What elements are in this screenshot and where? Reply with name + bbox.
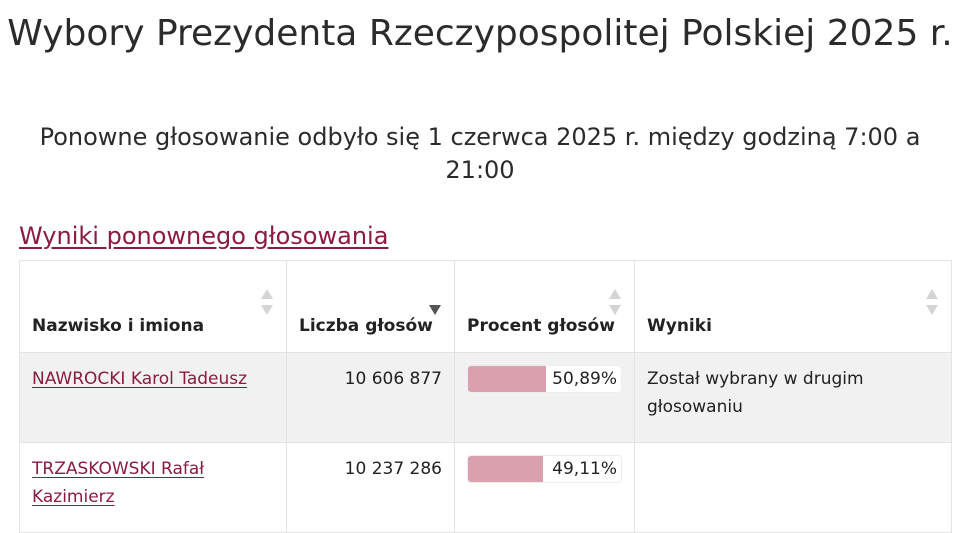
cell-name: NAWROCKI Karol Tadeusz <box>19 352 287 443</box>
table-row: TRZASKOWSKI Rafał Kazimierz 10 237 286 4… <box>19 442 952 533</box>
column-header-percent-label: Procent głosów <box>467 316 615 336</box>
page-subtitle: Ponowne głosowanie odbyło się 1 czerwca … <box>39 123 921 184</box>
sort-icon <box>926 289 938 315</box>
candidate-link[interactable]: NAWROCKI Karol Tadeusz <box>32 369 248 389</box>
column-header-name-label: Nazwisko i imiona <box>32 316 205 336</box>
column-header-votes-label: Liczba głosów <box>299 316 433 336</box>
candidate-link[interactable]: TRZASKOWSKI Rafał Kazimierz <box>32 459 205 507</box>
sort-icon <box>261 289 273 315</box>
column-header-result-label: Wyniki <box>647 316 712 336</box>
column-header-name[interactable]: Nazwisko i imiona <box>19 260 287 353</box>
results-table: Nazwisko i imiona Liczba głosów Procent … <box>19 260 952 533</box>
table-header-row: Nazwisko i imiona Liczba głosów Procent … <box>19 260 952 353</box>
percent-label: 50,89% <box>546 366 617 392</box>
cell-name: TRZASKOWSKI Rafał Kazimierz <box>19 442 287 533</box>
column-header-votes[interactable]: Liczba głosów <box>286 260 455 353</box>
sort-icon <box>609 289 621 315</box>
column-header-result[interactable]: Wyniki <box>634 260 952 353</box>
percent-bar-fill <box>468 456 544 482</box>
percent-bar: 49,11% <box>467 455 622 483</box>
percent-bar: 50,89% <box>467 365 622 393</box>
section-results-link[interactable]: Wyniki ponownego głosowania <box>19 222 389 250</box>
cell-result <box>634 442 952 533</box>
cell-votes: 10 606 877 <box>286 352 455 443</box>
percent-bar-fill <box>468 366 546 392</box>
cell-percent: 50,89% <box>454 352 635 443</box>
table-row: NAWROCKI Karol Tadeusz 10 606 877 50,89%… <box>19 352 952 443</box>
cell-votes: 10 237 286 <box>286 442 455 533</box>
column-header-percent[interactable]: Procent głosów <box>454 260 635 353</box>
percent-label: 49,11% <box>546 456 617 482</box>
sort-descending-icon <box>429 289 441 315</box>
cell-result: Został wybrany w drugim głosowaniu <box>634 352 952 443</box>
page-title: Wybory Prezydenta Rzeczypospolitej Polsk… <box>7 13 953 54</box>
cell-percent: 49,11% <box>454 442 635 533</box>
